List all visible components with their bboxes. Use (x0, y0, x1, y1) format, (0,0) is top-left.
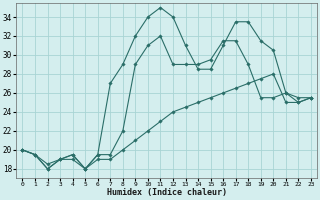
X-axis label: Humidex (Indice chaleur): Humidex (Indice chaleur) (107, 188, 227, 197)
